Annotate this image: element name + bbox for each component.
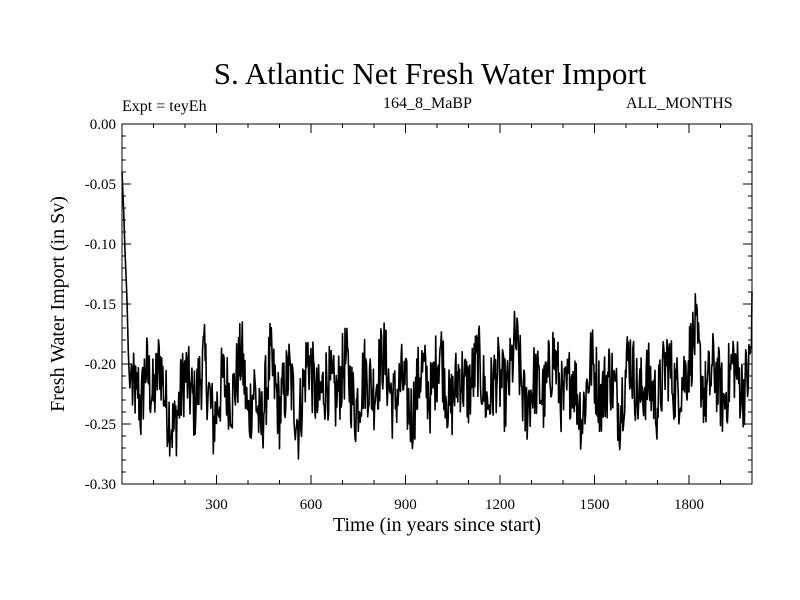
x-tick-label: 1500 [580,497,610,513]
x-tick-label: 300 [205,497,228,513]
x-axis-label: Time (in years since start) [333,514,541,536]
y-tick-label: -0.05 [85,177,116,193]
y-tick-label: -0.25 [85,417,116,433]
y-tick-label: 0.00 [90,117,116,133]
x-tick-label: 1200 [485,497,515,513]
y-tick-label: -0.10 [85,237,116,253]
chart-title: S. Atlantic Net Fresh Water Import [213,56,647,91]
y-tick-label: -0.30 [85,477,116,493]
y-tick-label: -0.20 [85,357,116,373]
series-line-fresh-water-import [121,171,753,460]
y-tick-label: -0.15 [85,297,116,313]
months-label: ALL_MONTHS [626,95,733,112]
y-axis-label: Fresh Water Import (in Sv) [47,196,69,412]
chart-subtitle: 164_8_MaBP [383,95,472,112]
experiment-label: Expt = teyEh [122,98,207,115]
x-tick-label: 600 [300,497,323,513]
x-tick-label: 900 [394,497,417,513]
x-tick-label: 1800 [674,497,704,513]
